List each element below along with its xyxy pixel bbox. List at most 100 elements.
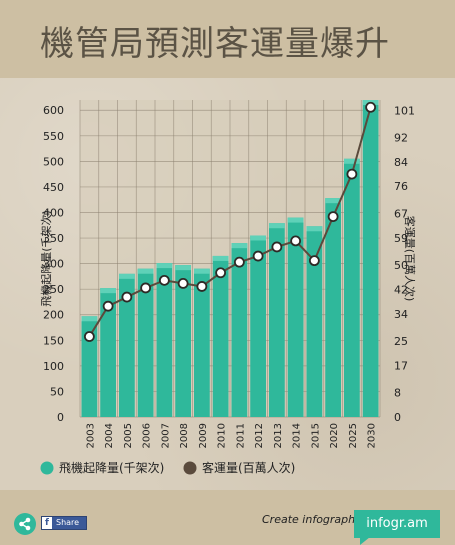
bar — [287, 217, 304, 417]
y-left-axis-label: 飛機起降量(千架次) — [39, 210, 53, 307]
x-tick-label: 2014 — [292, 423, 303, 448]
x-tick-label: 2003 — [85, 423, 96, 448]
y-left-tick-label: 100 — [43, 360, 64, 373]
bar-top-highlight — [306, 226, 323, 232]
y-left-tick-label: 250 — [43, 283, 64, 296]
passenger-point — [252, 250, 264, 262]
y-left-tick-label: 550 — [43, 130, 64, 143]
combo-chart: 0 50 100 150 200 250 300 350 400 450 500 550 600 0 8 17… — [39, 100, 417, 475]
passenger-point — [158, 274, 170, 286]
bar-top-highlight — [325, 198, 341, 204]
y-right-tick-label: 50 — [394, 259, 408, 272]
y-left-tick-label: 200 — [43, 309, 64, 322]
passenger-point — [196, 281, 208, 292]
y-left-tick-label: 300 — [43, 258, 64, 271]
x-tick-label: 2015 — [310, 423, 321, 448]
bar-top-highlight — [175, 265, 191, 271]
passenger-point — [308, 255, 320, 267]
passenger-point — [271, 241, 283, 253]
x-tick-label: 2010 — [217, 423, 228, 448]
bar — [100, 288, 116, 417]
create-infographics-link[interactable]: Create infographics — [262, 513, 370, 526]
bar — [325, 198, 341, 417]
bar-top-highlight — [250, 235, 266, 241]
bar — [344, 158, 360, 417]
bar-top-highlight — [100, 288, 116, 294]
x-tick-label: 2020 — [329, 423, 340, 448]
passenger-point — [215, 267, 227, 279]
x-tick-label: 2006 — [142, 423, 153, 448]
bar — [194, 268, 210, 417]
bar-top-highlight — [269, 223, 285, 229]
bar-top-highlight — [81, 316, 98, 322]
legend-swatch-flights — [40, 461, 54, 475]
y-right-tick-label: 25 — [394, 335, 408, 348]
bar — [212, 255, 229, 417]
y-right-axis-label: 客運量(百萬人次) — [403, 216, 417, 302]
bar-top-highlight — [156, 263, 173, 269]
bar-top-highlight — [344, 158, 360, 164]
y-left-tick-label: 600 — [43, 104, 64, 117]
y-left-tick-label: 400 — [43, 206, 64, 219]
brand-logo-tail — [360, 537, 370, 545]
x-tick-label: 2005 — [123, 423, 134, 448]
y-left-tick-label: 0 — [57, 411, 64, 424]
bar — [269, 223, 285, 417]
passenger-line — [88, 107, 372, 338]
bar — [175, 265, 191, 417]
header-band: 機管局預測客運量爆升 — [0, 0, 455, 78]
bar-top-highlight — [194, 268, 210, 274]
passenger-point — [102, 300, 114, 312]
passenger-point — [233, 256, 245, 268]
bar-top-highlight — [119, 273, 135, 279]
x-tick-label: 2009 — [198, 423, 209, 448]
bar — [81, 316, 98, 417]
bar-top-highlight — [137, 268, 154, 274]
bar-top-highlight — [231, 243, 248, 249]
y-right-tick-label: 42 — [394, 283, 408, 296]
facebook-share-label: Share — [56, 518, 80, 527]
bar-top-highlight — [287, 217, 304, 223]
bar — [119, 273, 135, 417]
y-right-tick-label: 84 — [394, 156, 408, 169]
facebook-share-button[interactable]: f Share — [41, 516, 87, 530]
y-right-tick-label: 92 — [394, 132, 408, 145]
passenger-point — [365, 101, 377, 113]
bar — [231, 243, 248, 417]
passenger-point — [121, 291, 133, 303]
x-tick-label: 2025 — [348, 423, 359, 448]
x-tick-label: 2012 — [254, 423, 265, 448]
y-left-tick-label: 150 — [43, 334, 64, 347]
bar — [362, 100, 379, 417]
page-title: 機管局預測客運量爆升 — [40, 24, 390, 64]
share-icon[interactable] — [14, 513, 36, 535]
bar — [156, 263, 173, 417]
bar — [306, 226, 323, 417]
brand-logo[interactable]: infogr.am — [354, 510, 440, 538]
facebook-icon: f — [42, 517, 52, 529]
legend-label-flights: 飛機起降量(千架次) — [59, 460, 164, 475]
passenger-point — [83, 331, 95, 342]
passenger-point — [290, 235, 302, 247]
bar-top-highlight — [212, 255, 229, 261]
y-right-tick-label: 0 — [394, 411, 401, 424]
passenger-point — [327, 211, 339, 222]
y-right-tick-label: 67 — [394, 208, 408, 221]
y-left-tick-label: 50 — [50, 385, 64, 398]
passenger-point — [346, 168, 358, 180]
y-right-tick-label: 76 — [394, 180, 408, 193]
bar — [137, 268, 154, 417]
x-tick-label: 2007 — [160, 423, 171, 448]
bar — [250, 235, 266, 417]
passenger-point — [140, 282, 152, 294]
y-left-tick-label: 500 — [43, 155, 64, 168]
x-tick-label: 2011 — [235, 423, 246, 448]
y-left-tick-label: 350 — [43, 232, 64, 245]
x-tick-label: 2008 — [179, 423, 190, 448]
y-right-tick-label: 101 — [394, 104, 415, 117]
x-tick-label: 2030 — [367, 423, 378, 448]
passenger-point — [177, 277, 189, 289]
y-right-tick-label: 8 — [394, 387, 401, 400]
legend-label-passengers: 客運量(百萬人次) — [202, 460, 295, 475]
y-right-tick-label: 17 — [394, 359, 408, 372]
